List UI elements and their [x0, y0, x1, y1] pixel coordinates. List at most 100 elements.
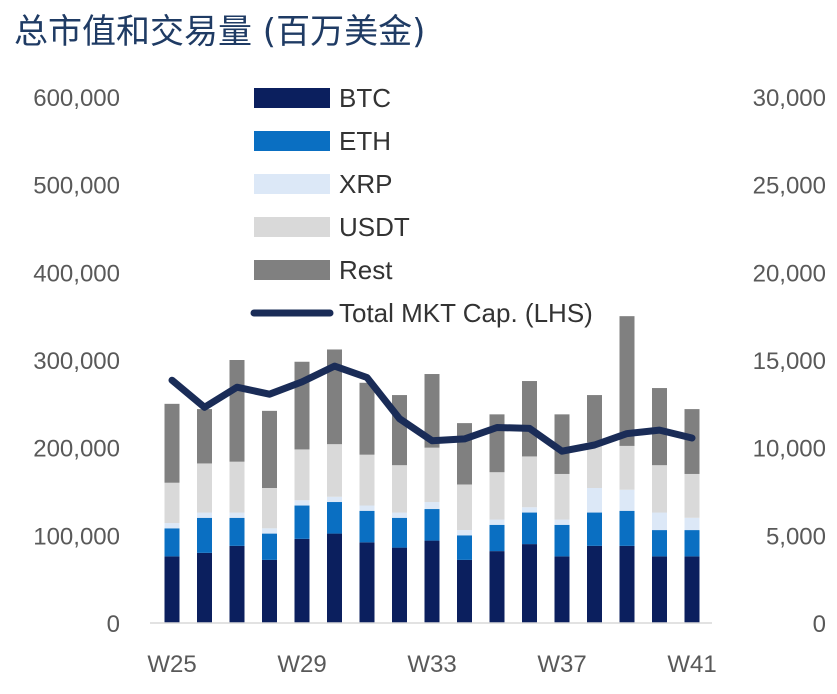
bar-eth	[489, 524, 505, 552]
bar-rest	[262, 410, 277, 488]
bar-usdt	[164, 482, 180, 524]
bar-xrp	[684, 517, 700, 531]
x-tick-label: W37	[537, 651, 586, 678]
bar-btc	[587, 545, 602, 623]
bar-eth	[424, 509, 440, 541]
bar-xrp	[587, 487, 602, 513]
bar-rest	[164, 403, 180, 483]
bar-eth	[522, 512, 537, 545]
bar-xrp	[262, 528, 277, 534]
bar-btc	[294, 538, 310, 623]
right-tick-label: 30,000	[753, 85, 826, 112]
legend-swatch-xrp	[254, 174, 330, 194]
bar-usdt	[489, 472, 505, 520]
total-mkt-cap-line	[168, 362, 696, 455]
bar-btc	[359, 542, 375, 623]
bar-usdt	[197, 463, 212, 513]
legend: BTC ETH XRP USDT Rest Total MKT Cap. (LHS)	[250, 83, 593, 328]
bar-usdt	[522, 456, 537, 508]
bar-usdt	[294, 449, 310, 501]
bar-usdt	[392, 465, 407, 513]
bar-btc	[327, 533, 342, 623]
bar-xrp	[554, 519, 570, 525]
legend-swatch-eth	[254, 131, 330, 151]
bar-btc	[489, 551, 505, 623]
bar-rest	[587, 395, 602, 443]
bar-usdt	[424, 447, 440, 503]
bar-xrp	[229, 512, 245, 518]
x-tick-label: W33	[407, 651, 456, 678]
bar-eth	[262, 533, 277, 560]
bar-btc	[197, 552, 212, 623]
bar-rest	[424, 374, 440, 448]
left-axis-ticks: 0 100,000 200,000 300,000 400,000 500,000 600,…	[33, 85, 120, 638]
bar-btc	[424, 540, 440, 623]
bar-rest	[294, 361, 310, 450]
bar-rest	[684, 409, 700, 474]
right-tick-label: 10,000	[753, 436, 826, 463]
bar-usdt	[619, 445, 635, 490]
bar-rest	[619, 316, 635, 446]
right-tick-label: 25,000	[753, 173, 826, 200]
bar-usdt	[457, 484, 472, 531]
bar-eth	[197, 517, 212, 553]
bar-btc	[392, 547, 407, 623]
bar-eth	[392, 517, 407, 548]
bar-usdt	[652, 465, 667, 513]
bar-eth	[327, 502, 342, 534]
chart-title: 总市值和交易量 (百万美金)	[14, 12, 426, 52]
bar-btc	[522, 544, 537, 623]
bar-rest	[392, 395, 407, 466]
bar-eth	[229, 517, 245, 546]
x-tick-label: W29	[277, 651, 326, 678]
right-tick-label: 5,000	[766, 523, 826, 550]
legend-swatch-btc	[254, 88, 330, 108]
bar-rest	[554, 414, 570, 474]
bar-rest	[197, 409, 212, 464]
bar-rest	[522, 381, 537, 457]
bar-btc	[229, 545, 245, 623]
bar-xrp	[294, 500, 310, 506]
left-tick-label: 500,000	[33, 173, 120, 200]
right-tick-label: 0	[813, 611, 826, 638]
bar-xrp	[489, 519, 505, 525]
legend-swatch-rest	[254, 260, 330, 280]
x-tick-label: W25	[147, 651, 196, 678]
legend-label: USDT	[339, 212, 410, 242]
bar-eth	[619, 510, 635, 546]
bar-usdt	[587, 442, 602, 488]
bar-xrp	[619, 489, 635, 511]
legend-label: XRP	[339, 169, 392, 199]
x-axis-ticks: W25 W29 W33 W37 W41	[147, 651, 716, 678]
bar-stacks	[164, 316, 700, 623]
bar-eth	[684, 530, 700, 557]
legend-label: BTC	[339, 83, 391, 113]
left-tick-label: 100,000	[33, 523, 120, 550]
bar-usdt	[554, 473, 570, 520]
left-tick-label: 600,000	[33, 85, 120, 112]
bar-rest	[359, 382, 375, 455]
right-tick-label: 20,000	[753, 260, 826, 287]
bar-xrp	[522, 507, 537, 513]
left-tick-label: 0	[107, 611, 120, 638]
legend-label: ETH	[339, 126, 391, 156]
bar-btc	[684, 556, 700, 623]
bar-xrp	[359, 505, 375, 511]
left-tick-label: 400,000	[33, 260, 120, 287]
bar-xrp	[164, 523, 180, 529]
bar-eth	[652, 530, 667, 557]
bar-eth	[457, 535, 472, 560]
bar-usdt	[327, 444, 342, 497]
bar-btc	[554, 556, 570, 623]
bar-eth	[294, 505, 310, 539]
bar-rest	[327, 349, 342, 445]
right-tick-label: 15,000	[753, 348, 826, 375]
bar-btc	[262, 559, 277, 623]
bar-btc	[652, 556, 667, 623]
bar-rest	[229, 360, 245, 462]
legend-label: Total MKT Cap. (LHS)	[339, 298, 593, 328]
bar-xrp	[652, 512, 667, 531]
bar-usdt	[262, 487, 277, 529]
bar-eth	[164, 528, 180, 557]
